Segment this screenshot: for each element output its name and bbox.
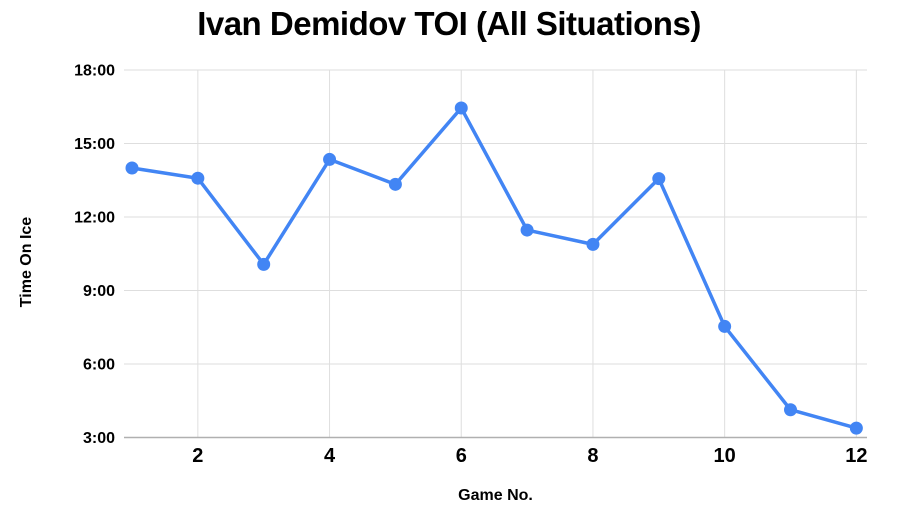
data-point-game-12 xyxy=(849,421,863,435)
y-tick-label: 3:00 xyxy=(83,430,115,447)
y-tick-label: 18:00 xyxy=(74,63,115,80)
data-point-game-3 xyxy=(257,257,271,271)
data-point-game-7 xyxy=(520,223,534,237)
x-tick-label: 12 xyxy=(845,445,867,467)
x-axis-title: Game No. xyxy=(458,487,533,504)
data-point-game-9 xyxy=(652,172,666,186)
x-tick-label: 10 xyxy=(714,445,736,467)
data-point-game-10 xyxy=(718,319,732,333)
data-point-game-5 xyxy=(388,177,402,191)
data-point-game-6 xyxy=(454,101,468,115)
y-tick-label: 12:00 xyxy=(74,210,115,227)
data-point-game-2 xyxy=(191,171,205,185)
data-point-game-11 xyxy=(784,403,797,417)
toi-series-line xyxy=(130,106,859,430)
y-tick-label: 6:00 xyxy=(83,357,115,374)
data-point-game-1 xyxy=(125,161,139,175)
x-tick-label: 2 xyxy=(192,445,203,467)
chart-title: Ivan Demidov TOI (All Situations) xyxy=(197,5,701,42)
y-tick-label: 9:00 xyxy=(83,283,115,300)
x-tick-label: 8 xyxy=(587,445,598,467)
x-tick-label: 4 xyxy=(324,445,336,467)
x-tick-label: 6 xyxy=(456,445,467,467)
data-point-game-8 xyxy=(586,237,600,251)
y-tick-label: 15:00 xyxy=(74,136,115,153)
data-point-game-4 xyxy=(323,152,337,166)
